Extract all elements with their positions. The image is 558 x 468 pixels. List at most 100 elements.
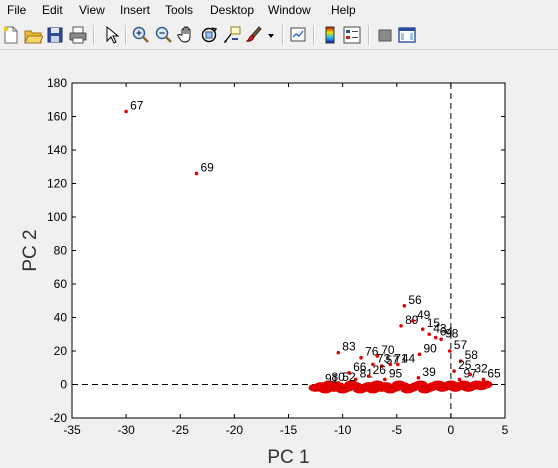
point-label: 70 <box>381 343 395 357</box>
open-file-icon[interactable] <box>23 24 43 46</box>
point-label: 80 <box>331 370 345 384</box>
menu-edit[interactable]: Edit <box>42 3 63 17</box>
data-point <box>371 362 375 367</box>
point-label: 73 <box>377 351 391 365</box>
data-point <box>375 354 380 358</box>
data-point <box>124 109 128 114</box>
data-point <box>416 376 421 380</box>
point-label: 81 <box>360 366 374 380</box>
data-point <box>383 377 387 382</box>
y-tick-label: 120 <box>47 177 67 191</box>
point-label: 26 <box>373 363 387 377</box>
insert-colorbar-icon[interactable] <box>320 24 340 46</box>
point-label: 15 <box>427 316 441 330</box>
y-tick-label: 100 <box>47 210 67 224</box>
data-point <box>481 377 486 382</box>
data-point <box>420 327 425 332</box>
y-tick-label: 140 <box>47 143 67 157</box>
data-point <box>417 352 422 357</box>
scatter-plot: 6769568949154364988390577670735771446681… <box>20 76 509 468</box>
x-tick-label: 5 <box>502 423 509 437</box>
point-label: 49 <box>417 308 431 322</box>
toolbar-separator <box>368 25 370 45</box>
show-plot-tools-icon[interactable] <box>397 24 417 46</box>
y-axis-label: PC 2 <box>20 229 41 271</box>
axes-background <box>72 83 505 418</box>
y-tick-label: 80 <box>54 244 68 258</box>
menu-tools[interactable]: Tools <box>165 3 194 17</box>
point-label: 39 <box>422 365 436 379</box>
point-label: 44 <box>402 351 416 365</box>
point-label: 52 <box>342 370 356 384</box>
data-point <box>427 332 432 337</box>
pan-hand-icon[interactable] <box>177 24 197 46</box>
menu-view[interactable]: View <box>79 3 105 17</box>
data-point <box>366 374 371 378</box>
menu-bar: File Edit View Insert Tools Desktop Wind… <box>0 0 558 20</box>
x-axis-label: PC 1 <box>267 447 309 468</box>
point-label: 83 <box>342 340 356 354</box>
edit-plot-arrow-icon[interactable] <box>101 24 121 46</box>
figure-toolbar <box>0 21 558 50</box>
brush-dropdown-icon[interactable] <box>265 24 277 46</box>
data-point <box>439 337 443 342</box>
zoom-out-icon[interactable] <box>154 24 174 46</box>
y-axis: -20 0 20 40 60 80 100 120 140 160 180 <box>47 76 505 425</box>
x-tick-label: -5 <box>391 423 402 437</box>
x-tick-label: 0 <box>448 423 455 437</box>
point-label: 32 <box>474 361 488 375</box>
hide-plot-tools-icon[interactable] <box>375 24 395 46</box>
toolbar-separator <box>125 25 127 45</box>
menu-help[interactable]: Help <box>331 3 356 17</box>
data-point <box>388 362 393 367</box>
data-point <box>402 303 407 308</box>
point-cluster <box>308 380 493 394</box>
x-tick-label: -30 <box>117 423 135 437</box>
menu-insert[interactable]: Insert <box>120 3 151 17</box>
y-tick-label: -20 <box>50 411 68 425</box>
point-label: 71 <box>394 351 408 365</box>
point-label: 98 <box>445 326 459 340</box>
point-label: 64 <box>440 325 454 339</box>
data-point <box>194 171 199 176</box>
print-icon[interactable] <box>68 24 88 46</box>
menu-file[interactable]: File <box>7 3 27 17</box>
data-point <box>336 350 341 355</box>
save-icon[interactable] <box>45 24 65 46</box>
data-point <box>325 381 330 385</box>
point-label: 65 <box>487 366 501 380</box>
data-point <box>347 370 351 375</box>
y-tick-label: 0 <box>60 378 67 392</box>
data-point <box>319 382 323 387</box>
point-label: 76 <box>365 345 379 359</box>
new-figure-icon[interactable] <box>1 24 21 46</box>
link-plot-icon[interactable] <box>288 24 308 46</box>
toolbar-separator <box>313 25 315 45</box>
x-tick-label: -20 <box>226 423 244 437</box>
x-tick-label: -35 <box>63 423 81 437</box>
point-label: 95 <box>389 366 403 380</box>
data-cursor-icon[interactable] <box>222 24 242 46</box>
rotate-3d-icon[interactable] <box>199 24 219 46</box>
data-point <box>452 369 456 373</box>
toolbar-separator <box>282 25 284 45</box>
data-point <box>399 324 403 328</box>
menu-window[interactable]: Window <box>268 3 311 17</box>
point-label: 57 <box>454 338 468 352</box>
figure-canvas: 6769568949154364988390577670735771446681… <box>0 50 558 468</box>
point-label: 56 <box>408 293 422 307</box>
data-point <box>447 349 452 353</box>
data-point <box>411 319 415 323</box>
x-tick-label: -25 <box>172 423 190 437</box>
data-point <box>458 359 463 363</box>
data-point <box>353 377 358 382</box>
brush-icon[interactable] <box>244 24 264 46</box>
insert-legend-icon[interactable] <box>342 24 362 46</box>
x-tick-label: -10 <box>334 423 352 437</box>
data-point <box>336 381 341 385</box>
menu-desktop[interactable]: Desktop <box>210 3 255 17</box>
labeled-points: 6769568949154364988390577670735771446681… <box>124 98 501 387</box>
zoom-in-icon[interactable] <box>131 24 151 46</box>
y-tick-label: 40 <box>54 311 68 325</box>
point-label: 43 <box>433 321 447 335</box>
